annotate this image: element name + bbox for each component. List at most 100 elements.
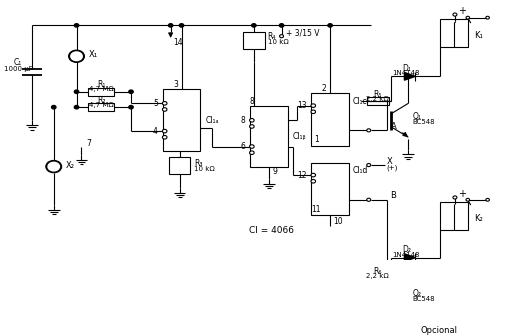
Circle shape	[311, 173, 316, 177]
Text: A: A	[391, 122, 396, 131]
Text: 8: 8	[250, 97, 254, 106]
Text: 3: 3	[173, 80, 178, 89]
Circle shape	[74, 24, 79, 27]
Text: CI₁d: CI₁d	[353, 166, 368, 175]
Text: 8: 8	[240, 116, 245, 125]
Text: X₁: X₁	[88, 50, 98, 59]
Bar	[440, 202, 468, 230]
Text: B: B	[391, 192, 396, 200]
Text: 2,2 kΩ: 2,2 kΩ	[366, 273, 389, 279]
Circle shape	[51, 106, 56, 109]
Circle shape	[69, 50, 84, 62]
Circle shape	[279, 24, 284, 27]
Text: Q₂: Q₂	[412, 289, 421, 298]
Text: R₂: R₂	[97, 96, 106, 105]
Circle shape	[162, 129, 167, 133]
Text: 1N4148: 1N4148	[393, 252, 420, 258]
Polygon shape	[405, 73, 415, 80]
Bar	[88, 88, 114, 96]
Text: CI = 4066: CI = 4066	[249, 226, 294, 235]
Text: 2,2 kΩ: 2,2 kΩ	[366, 96, 389, 102]
Text: C₁: C₁	[14, 58, 22, 67]
Text: 10 kΩ: 10 kΩ	[194, 166, 215, 172]
Text: CI₁c: CI₁c	[353, 96, 368, 106]
Circle shape	[486, 16, 489, 19]
Text: 7: 7	[86, 139, 92, 148]
Bar	[440, 19, 468, 47]
Text: 4,7 MΩ: 4,7 MΩ	[89, 86, 114, 92]
Text: 5: 5	[153, 99, 158, 108]
Text: 4: 4	[153, 127, 158, 136]
Circle shape	[74, 106, 79, 109]
Text: 2: 2	[322, 84, 327, 93]
Circle shape	[250, 151, 254, 155]
Circle shape	[162, 101, 167, 105]
Text: CI₁ᵦ: CI₁ᵦ	[292, 132, 306, 141]
Circle shape	[252, 24, 256, 27]
Text: + 3/15 V: + 3/15 V	[285, 29, 319, 38]
Circle shape	[486, 198, 489, 201]
Text: R₆: R₆	[373, 267, 382, 276]
Text: 10 kΩ: 10 kΩ	[268, 39, 289, 45]
Circle shape	[280, 35, 283, 38]
Text: +: +	[458, 190, 466, 199]
Text: (+): (+)	[386, 164, 398, 171]
Text: 12: 12	[297, 171, 306, 179]
Text: R₅: R₅	[373, 90, 382, 98]
Text: R₄: R₄	[268, 32, 276, 41]
Circle shape	[367, 164, 371, 167]
Circle shape	[466, 16, 470, 19]
Bar	[168, 157, 190, 174]
Text: D₁: D₁	[402, 64, 411, 73]
Text: 10: 10	[333, 217, 343, 226]
Circle shape	[46, 160, 62, 173]
Text: 13: 13	[297, 101, 306, 110]
Text: 1: 1	[314, 135, 319, 144]
Circle shape	[328, 24, 332, 27]
Text: +: +	[458, 6, 466, 16]
Text: 11: 11	[311, 205, 321, 214]
Text: BC548: BC548	[412, 119, 435, 125]
Circle shape	[311, 179, 316, 183]
Bar	[311, 163, 349, 215]
Text: 1000 µF: 1000 µF	[4, 66, 32, 72]
Circle shape	[162, 108, 167, 111]
Bar	[163, 89, 200, 151]
Circle shape	[250, 125, 254, 128]
Circle shape	[250, 119, 254, 122]
Bar	[311, 93, 349, 146]
Circle shape	[367, 129, 371, 132]
Text: D₂: D₂	[402, 245, 411, 254]
Circle shape	[311, 104, 316, 108]
Text: R₁: R₁	[97, 80, 106, 89]
Text: 4,7 MΩ: 4,7 MΩ	[89, 102, 114, 108]
Bar	[88, 103, 114, 111]
Circle shape	[70, 51, 83, 61]
Text: Opcional: Opcional	[420, 327, 457, 335]
Text: R₃: R₃	[194, 159, 203, 168]
Text: 1N4148: 1N4148	[393, 70, 420, 76]
Text: BC548: BC548	[412, 296, 435, 302]
Text: X₂: X₂	[66, 161, 75, 170]
Text: 6: 6	[240, 142, 245, 151]
Circle shape	[367, 198, 371, 201]
Bar	[367, 275, 388, 282]
Circle shape	[168, 24, 173, 27]
Text: 9: 9	[272, 168, 278, 176]
Circle shape	[250, 145, 254, 148]
Circle shape	[162, 135, 167, 139]
Circle shape	[311, 110, 316, 114]
Circle shape	[466, 198, 470, 201]
Bar	[243, 32, 265, 48]
Text: CI₁ₐ: CI₁ₐ	[205, 116, 219, 125]
Circle shape	[453, 196, 457, 199]
Polygon shape	[405, 254, 415, 261]
Circle shape	[47, 162, 60, 172]
Text: K₁: K₁	[474, 31, 483, 40]
Circle shape	[74, 90, 79, 93]
Bar	[367, 97, 388, 105]
Text: K₂: K₂	[474, 214, 483, 223]
Circle shape	[129, 90, 133, 93]
Bar	[250, 107, 288, 167]
Circle shape	[179, 24, 184, 27]
